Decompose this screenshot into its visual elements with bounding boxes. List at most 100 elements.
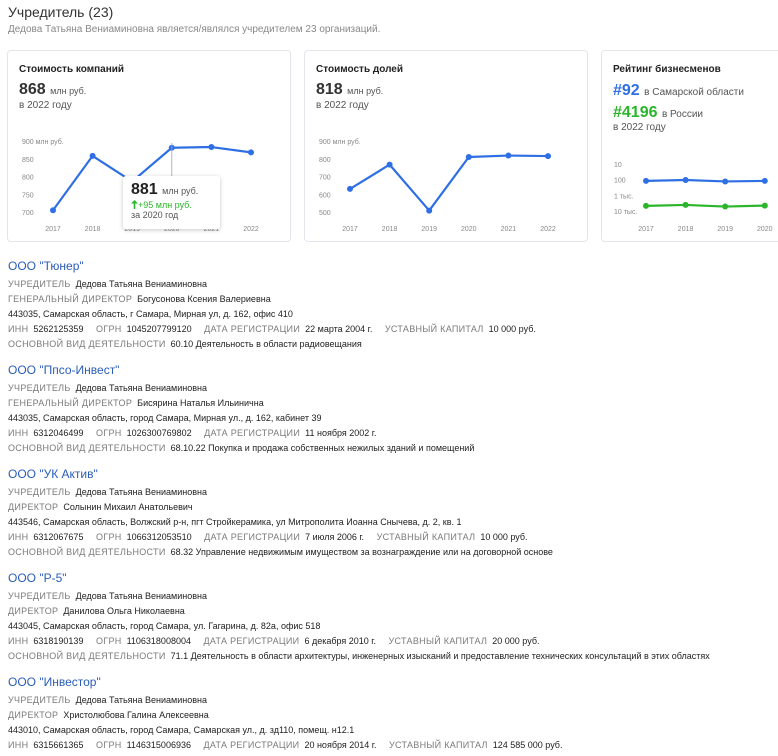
ogrn-label: ОГРН <box>95 428 122 438</box>
x-tick-label: 2017 <box>638 226 654 233</box>
company-name-link[interactable]: ООО "Ппсо-Инвест" <box>8 363 120 377</box>
founder-name: Дедова Татьяна Вениаминовна <box>75 695 207 705</box>
founder-name: Дедова Татьяна Вениаминовна <box>75 487 207 497</box>
data-point <box>208 144 215 151</box>
x-tick-label: 2020 <box>461 226 477 233</box>
card-title: Рейтинг бизнесменов <box>613 64 721 75</box>
y-tick-label: 1 тыс. <box>614 193 634 200</box>
company-item: ООО "Р-5" УЧРЕДИТЕЛЬ Дедова Татьяна Вени… <box>8 570 778 664</box>
x-tick-label: 2018 <box>85 226 101 233</box>
director-label: ДИРЕКТОР <box>8 606 59 616</box>
company-name-link[interactable]: ООО "Тюнер" <box>8 259 84 273</box>
reg-date-value: 11 ноября 2002 г. <box>305 428 377 438</box>
director-name: Бисярина Наталья Ильинична <box>137 398 264 408</box>
director-label: ДИРЕКТОР <box>8 502 59 512</box>
activity-value: 60.10 Деятельность в области радиовещани… <box>170 339 362 349</box>
section-header: Учредитель (23) Дедова Татьяна Вениамино… <box>8 4 778 36</box>
company-address: 443035, Самарская область, город Самара,… <box>8 413 322 423</box>
ogrn-label: ОГРН <box>95 636 122 646</box>
reg-date-label: ДАТА РЕГИСТРАЦИИ <box>203 740 300 750</box>
capital-label: УСТАВНЫЙ КАПИТАЛ <box>388 636 488 646</box>
company-name-link[interactable]: ООО "Р-5" <box>8 571 67 585</box>
tooltip-delta-text: +95 млн руб. <box>138 200 192 210</box>
data-point <box>347 185 353 192</box>
data-point <box>248 149 254 156</box>
y-tick-label: 100 <box>614 178 626 185</box>
x-tick-label: 2022 <box>243 226 259 233</box>
data-point <box>722 178 729 185</box>
series-line <box>645 203 765 208</box>
x-tick-label: 2019 <box>421 226 437 233</box>
rating-period: в 2022 году <box>613 122 666 133</box>
y-tick-label: 600 <box>319 192 331 199</box>
director-name: Солынин Михаил Анатольевич <box>63 502 193 512</box>
y-tick-label: 700 <box>319 175 331 182</box>
data-point <box>682 201 689 208</box>
reg-date-value: 6 декабря 2010 г. <box>304 636 376 646</box>
value-unit: млн руб. <box>347 86 384 96</box>
director-name: Богусонова Ксения Валериевна <box>137 294 271 304</box>
card-title: Стоимость долей <box>316 64 404 75</box>
inn-label: ИНН <box>8 740 29 750</box>
x-tick-label: 2019 <box>124 226 140 233</box>
activity-label: ОСНОВНОЙ ВИД ДЕЯТЕЛЬНОСТИ <box>8 443 166 453</box>
activity-value: 68.10.22 Покупка и продажа собственных н… <box>170 443 475 453</box>
x-tick-label: 2020 <box>757 226 773 233</box>
capital-label: УСТАВНЫЙ КАПИТАЛ <box>384 324 484 334</box>
director-label: ДИРЕКТОР <box>8 710 59 720</box>
y-tick-label: 800 <box>319 157 331 164</box>
data-point <box>643 177 649 184</box>
y-tick-label: 900 млн руб. <box>22 138 64 146</box>
inn-value: 6312067675 <box>33 532 84 542</box>
rating-chart[interactable]: 10 100 1 тыс. 10 тыс. 2017 2018 2019 2020 <box>602 51 778 242</box>
card-title: Стоимость компаний <box>19 64 125 75</box>
capital-label: УСТАВНЫЙ КАПИТАЛ <box>376 532 476 542</box>
russia-rank-text: в России <box>661 109 704 120</box>
value-period: в 2022 году <box>316 100 369 111</box>
x-tick-label: 2021 <box>501 226 517 233</box>
companies-value-chart[interactable]: 900 млн руб. 850 800 750 700 2017 2018 2019 2020… <box>8 51 291 242</box>
section-subtitle: Дедова Татьяна Вениаминовна является/явл… <box>8 24 381 35</box>
company-item: ООО "УК Актив" УЧРЕДИТЕЛЬ Дедова Татьяна… <box>8 466 778 560</box>
ogrn-label: ОГРН <box>95 324 122 334</box>
data-point <box>426 207 433 214</box>
value-period: в 2022 году <box>19 100 72 111</box>
series-line <box>645 178 765 183</box>
company-name-link[interactable]: ООО "УК Актив" <box>8 467 98 481</box>
y-tick-label: 750 <box>22 192 34 199</box>
ogrn-value: 1106318008004 <box>126 636 191 646</box>
activity-label: ОСНОВНОЙ ВИД ДЕЯТЕЛЬНОСТИ <box>8 651 166 661</box>
region-rank-number: #92 <box>613 82 640 99</box>
value-unit: млн руб. <box>50 86 87 96</box>
inn-value: 5262125359 <box>33 324 84 334</box>
y-tick-label: 850 <box>22 157 34 164</box>
y-tick-label: 500 <box>319 210 331 217</box>
data-point <box>89 152 96 159</box>
company-address: 443045, Самарская область, город Самара,… <box>8 621 321 631</box>
director-name: Данилова Ольга Николаевна <box>63 606 185 616</box>
tooltip-value: 881 млн руб. <box>131 181 212 200</box>
shares-value-chart[interactable]: 900 млн руб. 800 700 600 500 2017 2018 2019 2020… <box>305 51 588 242</box>
reg-date-value: 20 ноября 2014 г. <box>304 740 377 750</box>
x-tick-label: 2020 <box>164 226 180 233</box>
company-name-link[interactable]: ООО "Инвестор" <box>8 675 101 689</box>
chart-tooltip: 881 млн руб. +95 млн руб. за 2020 год <box>123 176 220 229</box>
company-address: 443010, Самарская область, город Самара,… <box>8 725 355 735</box>
rating-card: Рейтинг бизнесменов #92 в Самарской обла… <box>601 50 778 242</box>
section-title: Учредитель (23) <box>8 4 114 20</box>
shares-value-card: Стоимость долей 818 млн руб. в 2022 году… <box>304 50 588 242</box>
x-tick-label: 2019 <box>717 226 733 233</box>
ogrn-value: 1146315006936 <box>126 740 191 750</box>
inn-label: ИНН <box>8 428 29 438</box>
data-point <box>643 202 649 209</box>
director-label: ГЕНЕРАЛЬНЫЙ ДИРЕКТОР <box>8 398 133 408</box>
company-address: 443035, Самарская область, г Самара, Мир… <box>8 309 293 319</box>
tooltip-unit: млн руб. <box>162 186 199 196</box>
company-item: ООО "Инвестор" УЧРЕДИТЕЛЬ Дедова Татьяна… <box>8 674 778 753</box>
founder-name: Дедова Татьяна Вениаминовна <box>75 383 207 393</box>
y-tick-label: 10 <box>614 162 622 169</box>
activity-label: ОСНОВНОЙ ВИД ДЕЯТЕЛЬНОСТИ <box>8 339 166 349</box>
reg-date-value: 22 марта 2004 г. <box>305 324 373 334</box>
series-line <box>349 154 549 212</box>
activity-value: 68.32 Управление недвижимым имуществом з… <box>170 547 553 557</box>
